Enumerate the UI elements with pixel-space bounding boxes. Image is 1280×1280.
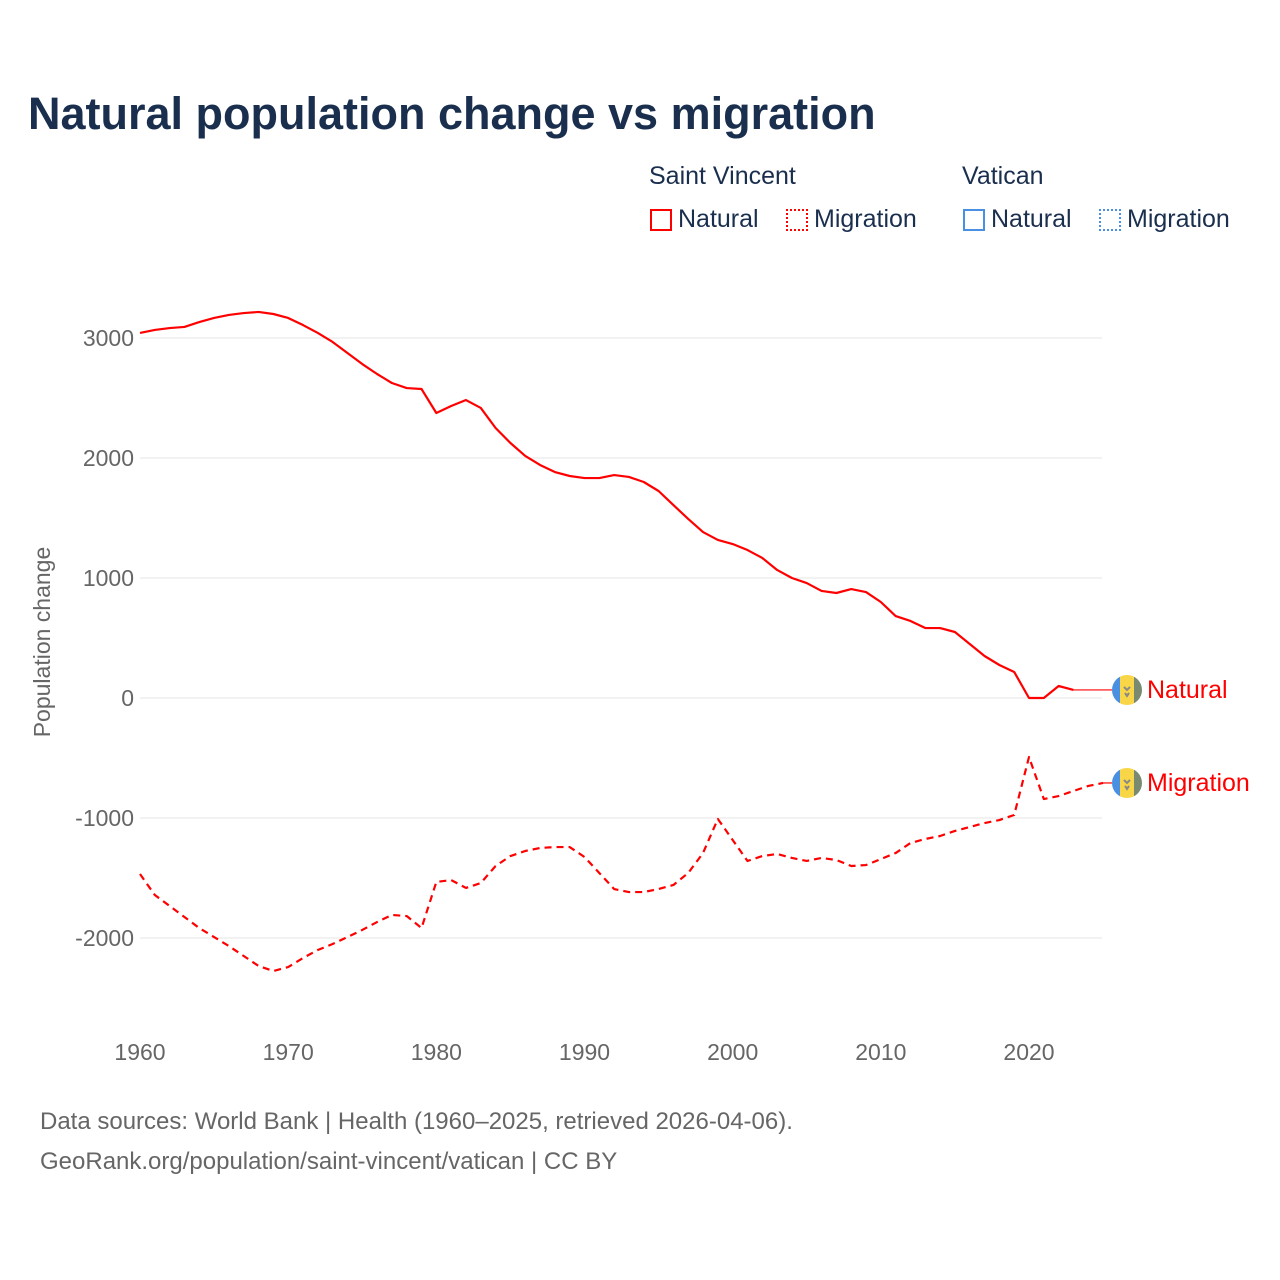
- legend-label: Migration: [1127, 205, 1230, 233]
- x-tick-label: 1980: [411, 1039, 462, 1065]
- legend-item-sv-natural[interactable]: Natural: [650, 205, 759, 234]
- legend-swatch: [963, 209, 985, 231]
- series-line-natural: [139, 310, 1074, 700]
- x-tick-label: 1970: [263, 1039, 314, 1065]
- series-line-migration: [139, 755, 1104, 973]
- x-tick-label: 1990: [559, 1039, 610, 1065]
- y-tick-label: 0: [121, 685, 134, 711]
- legend-label: Natural: [991, 205, 1072, 233]
- legend-swatch: [786, 209, 808, 231]
- y-tick-label: -2000: [75, 925, 134, 951]
- source-line-2[interactable]: GeoRank.org/population/saint-vincent/vat…: [40, 1148, 618, 1175]
- legend-label: Migration: [814, 205, 917, 233]
- y-tick-label: 2000: [83, 445, 134, 471]
- flag-blue-band: [1112, 767, 1120, 798]
- legend-item-va-natural[interactable]: Natural: [963, 205, 1072, 234]
- flag-green-band: [1134, 767, 1142, 798]
- source-line-1: Data sources: World Bank | Health (1960–…: [40, 1108, 793, 1135]
- legend-swatch: [650, 209, 672, 231]
- end-label-natural: Natural: [1147, 676, 1228, 704]
- chart-title: Natural population change vs migration: [28, 88, 876, 139]
- flag-diamonds: [1123, 686, 1131, 698]
- legend-label: Natural: [678, 205, 759, 233]
- legend-item-sv-migration[interactable]: Migration: [786, 205, 917, 234]
- x-tick-label: 1960: [114, 1039, 165, 1065]
- x-tick-label: 2000: [707, 1039, 758, 1065]
- legend-group-saint-vincent: Saint Vincent: [649, 162, 796, 190]
- end-label-migration: Migration: [1147, 769, 1250, 797]
- legend-swatch: [1099, 209, 1121, 231]
- legend-group-vatican: Vatican: [962, 162, 1044, 190]
- y-tick-label: 1000: [83, 565, 134, 591]
- flag-diamonds: [1123, 779, 1131, 791]
- x-tick-label: 2010: [855, 1039, 906, 1065]
- saint-vincent-flag-icon: [1112, 674, 1142, 705]
- y-tick-label: -1000: [75, 805, 134, 831]
- y-tick-label: 3000: [83, 325, 134, 351]
- flag-blue-band: [1112, 674, 1120, 705]
- saint-vincent-flag-icon: [1112, 767, 1142, 798]
- x-tick-label: 2020: [1003, 1039, 1054, 1065]
- legend-item-va-migration[interactable]: Migration: [1099, 205, 1230, 234]
- y-axis-label: Population change: [29, 547, 55, 738]
- flag-green-band: [1134, 674, 1142, 705]
